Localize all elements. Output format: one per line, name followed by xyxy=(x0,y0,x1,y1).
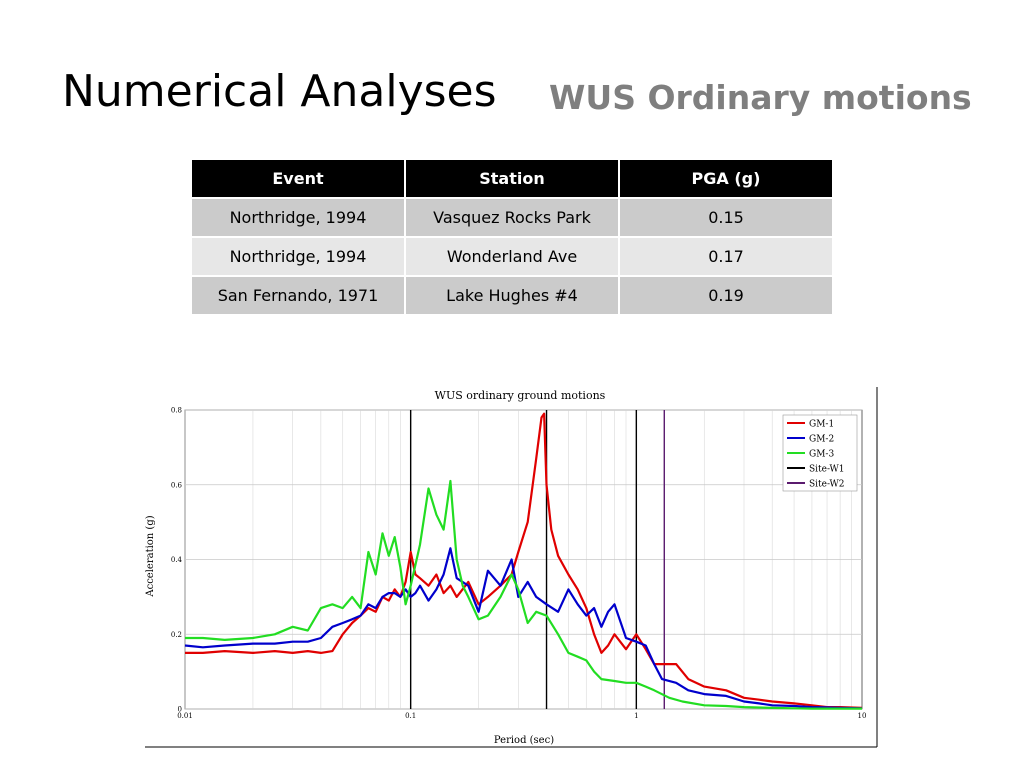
site-period-lines xyxy=(409,410,665,709)
cell-station: Wonderland Ave xyxy=(404,236,620,277)
y-tick-label: 0.8 xyxy=(171,407,182,415)
legend: GM-1 GM-2 GM-3 Site-W1 Site-W2 xyxy=(782,414,858,492)
chart-xlabel: Period (sec) xyxy=(494,735,554,746)
gm-3-line xyxy=(185,479,862,710)
legend-label: Site-W1 xyxy=(809,465,845,475)
legend-label: GM-2 xyxy=(809,435,834,445)
series-lines xyxy=(184,412,863,710)
cell-pga: 0.17 xyxy=(618,236,834,277)
legend-label: GM-3 xyxy=(809,450,834,460)
x-tick-label: 10 xyxy=(858,712,867,720)
legend-label: Site-W2 xyxy=(809,480,845,490)
table-row: Northridge, 1994 Vasquez Rocks Park 0.15 xyxy=(190,197,834,238)
slide-subtitle: WUS Ordinary motions xyxy=(549,78,972,117)
table-row: Northridge, 1994 Wonderland Ave 0.17 xyxy=(190,236,834,277)
chart-title: WUS ordinary ground motions xyxy=(435,389,606,402)
chart-ylabel: Acceleration (g) xyxy=(145,515,156,597)
x-tick-label: 1 xyxy=(634,712,638,720)
ground-motion-table: Event Station PGA (g) Northridge, 1994 V… xyxy=(190,158,834,316)
table-row: San Fernando, 1971 Lake Hughes #4 0.19 xyxy=(190,275,834,316)
header-pga: PGA (g) xyxy=(618,158,834,199)
cell-pga: 0.15 xyxy=(618,197,834,238)
tick-labels: 0.01 0.1 1 10 0 0.2 0.4 0.6 0.8 xyxy=(171,407,867,721)
header-event: Event xyxy=(190,158,406,199)
cell-event: San Fernando, 1971 xyxy=(190,275,406,316)
cell-station: Lake Hughes #4 xyxy=(404,275,620,316)
gm-2-line xyxy=(184,547,863,710)
cell-station: Vasquez Rocks Park xyxy=(404,197,620,238)
y-tick-label: 0.6 xyxy=(171,481,183,489)
table-header-row: Event Station PGA (g) xyxy=(190,158,834,199)
gm-1-line xyxy=(185,412,863,709)
y-tick-label: 0 xyxy=(178,706,182,714)
spectra-chart: WUS ordinary ground motions Period (sec)… xyxy=(145,387,878,748)
legend-label: GM-1 xyxy=(809,420,834,430)
x-tick-label: 0.1 xyxy=(405,712,416,720)
slide-title: Numerical Analyses xyxy=(62,66,497,117)
y-tick-label: 0.2 xyxy=(171,631,182,639)
x-tick-label: 0.01 xyxy=(177,712,193,720)
header-station: Station xyxy=(404,158,620,199)
cell-event: Northridge, 1994 xyxy=(190,197,406,238)
cell-event: Northridge, 1994 xyxy=(190,236,406,277)
y-tick-label: 0.4 xyxy=(171,556,183,564)
cell-pga: 0.19 xyxy=(618,275,834,316)
